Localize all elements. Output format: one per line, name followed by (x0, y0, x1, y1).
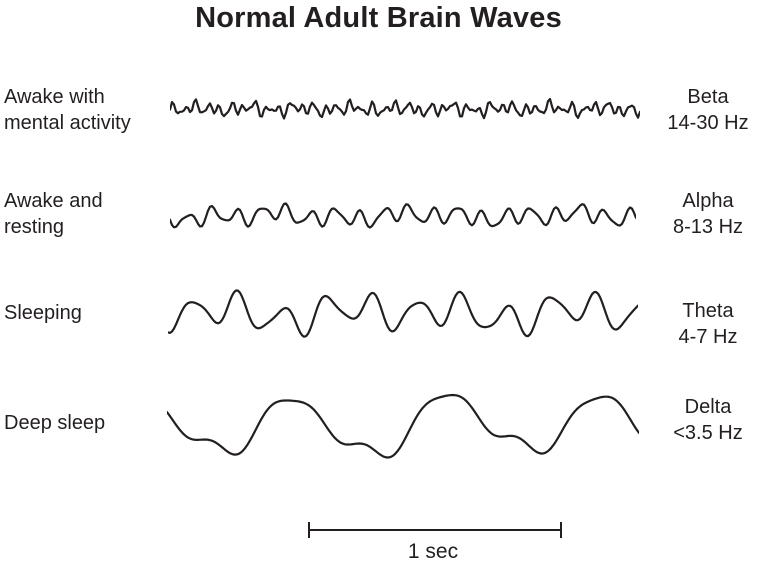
state-label-delta: Deep sleep (4, 412, 106, 434)
band-label-theta: Theta 4-7 Hz (658, 298, 757, 350)
band-freq-delta: <3.5 Hz (673, 422, 743, 444)
band-label-delta: Delta <3.5 Hz (658, 394, 757, 446)
band-freq-beta: 14-30 Hz (667, 112, 749, 134)
theta-wave-path (168, 289, 638, 338)
theta-waveform (168, 289, 638, 338)
band-name-theta: Theta (682, 300, 734, 322)
beta-wave-path (170, 97, 640, 120)
state-label-beta: Awake with mental activity (4, 86, 131, 134)
beta-waveform (170, 97, 640, 120)
alpha-waveform (170, 202, 636, 229)
scale-bar-line (310, 529, 560, 531)
scale-bar-label: 1 sec (407, 540, 459, 563)
delta-waveform (167, 393, 639, 459)
delta-wave-path (167, 393, 639, 459)
state-label-theta: Sleeping (4, 302, 82, 324)
band-name-alpha: Alpha (682, 190, 734, 212)
alpha-wave-path (170, 202, 636, 229)
band-freq-alpha: 8-13 Hz (672, 216, 744, 238)
band-name-beta: Beta (687, 86, 729, 108)
one-second-scale-bar (308, 522, 562, 538)
figure-title: Normal Adult Brain Waves (195, 2, 562, 34)
state-label-alpha: Awake and resting (4, 190, 103, 238)
band-label-beta: Beta 14-30 Hz (658, 84, 757, 136)
band-name-delta: Delta (684, 396, 732, 418)
band-freq-theta: 4-7 Hz (678, 326, 738, 348)
band-label-alpha: Alpha 8-13 Hz (658, 188, 757, 240)
